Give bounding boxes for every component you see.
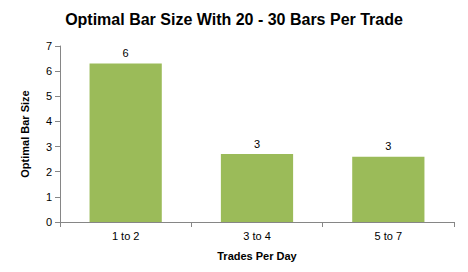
svg-text:0: 0 xyxy=(46,216,52,228)
svg-text:1: 1 xyxy=(46,191,52,203)
svg-text:3 to 4: 3 to 4 xyxy=(243,230,271,242)
svg-text:2: 2 xyxy=(46,166,52,178)
svg-text:5 to 7: 5 to 7 xyxy=(375,230,403,242)
svg-text:6: 6 xyxy=(46,65,52,77)
svg-text:3: 3 xyxy=(254,138,260,150)
svg-text:7: 7 xyxy=(46,40,52,52)
svg-text:Trades Per Day: Trades Per Day xyxy=(217,250,297,262)
svg-text:6: 6 xyxy=(123,47,129,59)
svg-text:3: 3 xyxy=(385,140,391,152)
svg-text:1 to 2: 1 to 2 xyxy=(112,230,140,242)
svg-text:5: 5 xyxy=(46,90,52,102)
svg-text:4: 4 xyxy=(46,115,52,127)
svg-text:3: 3 xyxy=(46,141,52,153)
svg-text:Optimal Bar Size With 20 - 30: Optimal Bar Size With 20 - 30 Bars Per T… xyxy=(65,11,403,28)
svg-text:Optimal Bar Size: Optimal Bar Size xyxy=(19,90,31,177)
